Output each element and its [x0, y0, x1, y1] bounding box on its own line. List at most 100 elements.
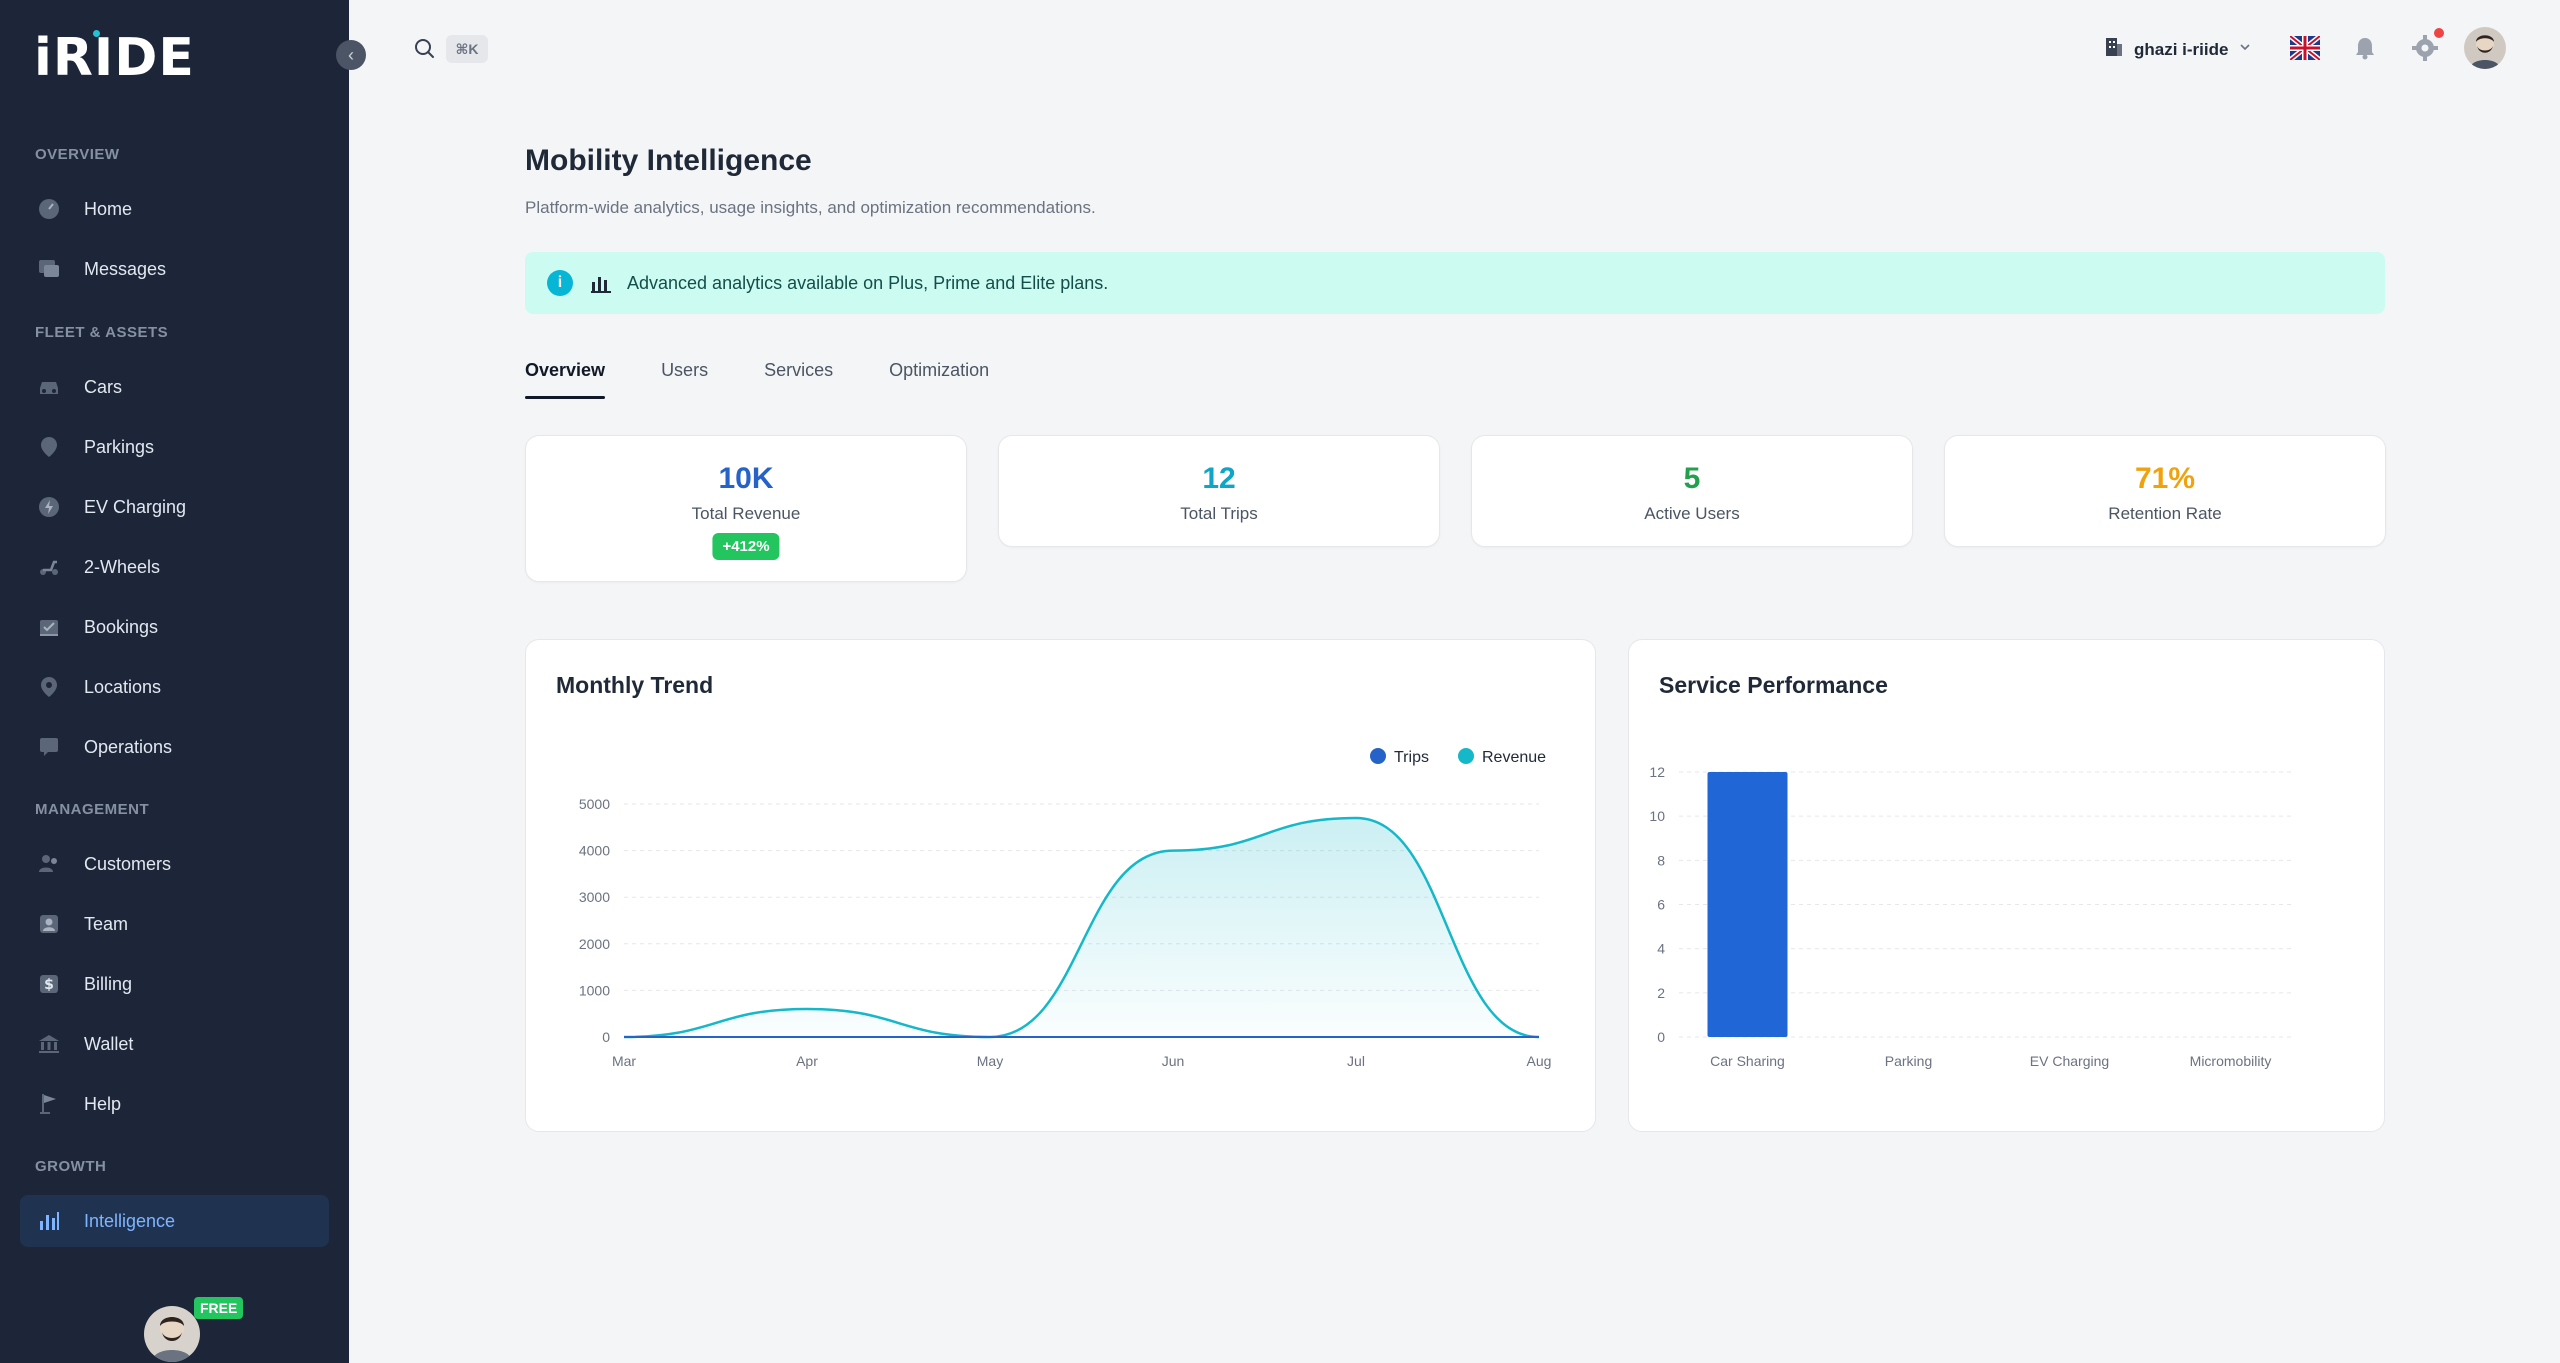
x-tick-label: May — [977, 1053, 1003, 1069]
sidebar-item-wallet[interactable]: Wallet — [20, 1018, 329, 1070]
tab-optimization[interactable]: Optimization — [889, 360, 990, 380]
bolt-icon — [36, 494, 62, 520]
y-tick-label: 2 — [1657, 985, 1665, 1001]
tabs: Overview Users Services Optimization — [525, 360, 1045, 399]
sidebar-item-label: Parkings — [84, 436, 155, 457]
stat-card-trips: 12 Total Trips — [998, 435, 1440, 547]
collapse-sidebar-button[interactable]: ‹ — [336, 40, 366, 70]
users-icon — [36, 851, 62, 877]
stat-card-retention: 71% Retention Rate — [1944, 435, 2386, 547]
sidebar: iRIDE OVERVIEW Home Messages FLEET & ASS… — [0, 0, 349, 1363]
building-icon — [2104, 36, 2124, 63]
sidebar-item-parkings[interactable]: Parkings — [20, 421, 329, 473]
bar — [1707, 772, 1788, 1037]
car-icon — [36, 374, 62, 400]
stat-label: Retention Rate — [2108, 504, 2222, 523]
logo-dot — [93, 30, 100, 37]
section-label-growth: GROWTH — [35, 1158, 107, 1175]
sidebar-item-2-wheels[interactable]: 2-Wheels — [20, 541, 329, 593]
legend-label: Trips — [1394, 749, 1429, 766]
tab-overview[interactable]: Overview — [525, 360, 606, 399]
bell-icon[interactable] — [2351, 34, 2379, 62]
chart-legend: Trips Revenue — [1370, 748, 1546, 766]
plan-badge: FREE — [194, 1297, 244, 1319]
sidebar-item-cars[interactable]: Cars — [20, 361, 329, 413]
service-performance-panel: Service Performance 0 2 4 6 8 10 12 Car Sharing… — [1628, 639, 2385, 1132]
sidebar-item-label: EV Charging — [84, 496, 187, 517]
sidebar-item-label: 2-Wheels — [84, 556, 161, 577]
avatar[interactable] — [144, 1306, 200, 1362]
sidebar-item-home[interactable]: Home — [20, 183, 329, 235]
banner-text: Advanced analytics available on Plus, Pr… — [627, 272, 1109, 293]
uk-flag-icon[interactable] — [2288, 34, 2322, 62]
y-tick-label: 0 — [1657, 1029, 1665, 1045]
service-performance-chart: 0 2 4 6 8 10 12 Car Sharing Parking EV Charging Mi… — [1649, 764, 2293, 1069]
sidebar-item-team[interactable]: Team — [20, 898, 329, 950]
section-label-fleet: FLEET & ASSETS — [35, 324, 169, 341]
y-tick-label: 10 — [1649, 808, 1665, 824]
operations-icon — [36, 734, 62, 760]
logo[interactable]: iRIDE — [34, 28, 194, 96]
x-tick-label: Car Sharing — [1710, 1053, 1785, 1069]
sidebar-item-customers[interactable]: Customers — [20, 838, 329, 890]
scooter-icon — [36, 554, 62, 580]
tab-users[interactable]: Users — [661, 360, 709, 380]
bar-chart-icon — [36, 1208, 62, 1234]
sidebar-item-ev-charging[interactable]: EV Charging — [20, 481, 329, 533]
messages-icon — [36, 256, 62, 282]
y-tick-label: 8 — [1657, 852, 1665, 868]
org-switcher[interactable]: ghazi i-riide — [2104, 36, 2252, 63]
legend-label: Revenue — [1482, 749, 1546, 766]
sidebar-item-label: Locations — [84, 676, 162, 697]
notification-dot — [2434, 28, 2444, 38]
sidebar-item-label: Operations — [84, 736, 173, 757]
x-tick-label: Jul — [1347, 1053, 1365, 1069]
y-tick-label: 5000 — [579, 796, 610, 812]
stat-card-revenue: 10K Total Revenue +412% — [525, 435, 967, 582]
logo-text: iRIDE — [34, 28, 195, 88]
search-icon[interactable] — [412, 36, 438, 62]
sidebar-item-label: Customers — [84, 853, 172, 874]
x-tick-label: Parking — [1885, 1053, 1932, 1069]
sidebar-item-label: Messages — [84, 258, 167, 279]
y-tick-label: 3000 — [579, 889, 610, 905]
x-tick-label: Apr — [796, 1053, 818, 1069]
bank-icon — [36, 1031, 62, 1057]
revenue-area — [624, 817, 1539, 1037]
svg-text:$: $ — [44, 977, 54, 993]
panel-title: Monthly Trend — [556, 672, 714, 698]
y-tick-label: 2000 — [579, 936, 610, 952]
pin-icon — [36, 434, 62, 460]
team-icon — [36, 911, 62, 937]
search-shortcut: ⌘K — [446, 35, 488, 63]
monthly-trend-panel: Monthly Trend 0 1000 2000 3000 4000 5000 Mar Ap… — [525, 639, 1596, 1132]
legend-marker — [1458, 748, 1474, 764]
bar-chart-icon — [589, 271, 613, 295]
y-tick-label: 1000 — [579, 982, 610, 998]
gear-icon[interactable] — [2411, 34, 2439, 62]
upgrade-banner: i Advanced analytics available on Plus, … — [525, 252, 2385, 314]
sidebar-item-locations[interactable]: Locations — [20, 661, 329, 713]
sidebar-item-bookings[interactable]: Bookings — [20, 601, 329, 653]
gauge-icon — [36, 196, 62, 222]
sidebar-item-intelligence[interactable]: Intelligence — [20, 1195, 329, 1247]
sidebar-item-billing[interactable]: $ Billing — [20, 958, 329, 1010]
info-icon: i — [547, 270, 573, 296]
stat-label: Total Revenue — [691, 504, 801, 523]
y-tick-label: 4000 — [579, 843, 610, 859]
sidebar-item-messages[interactable]: Messages — [20, 243, 329, 295]
monthly-trend-chart: 0 1000 2000 3000 4000 5000 Mar Apr May Jun Jul Aug T… — [579, 748, 1551, 1069]
y-tick-label: 6 — [1657, 897, 1665, 913]
sidebar-item-help[interactable]: Help — [20, 1078, 329, 1130]
org-name: ghazi i-riide — [2134, 39, 2229, 59]
x-tick-label: Mar — [612, 1053, 636, 1069]
sidebar-item-operations[interactable]: Operations — [20, 721, 329, 773]
sidebar-item-label: Bookings — [84, 616, 159, 637]
sidebar-item-label: Billing — [84, 973, 133, 994]
user-avatar[interactable] — [2464, 27, 2506, 69]
tab-services[interactable]: Services — [764, 360, 834, 380]
y-tick-label: 4 — [1657, 941, 1665, 957]
y-tick-label: 0 — [602, 1029, 610, 1045]
dollar-icon: $ — [36, 971, 62, 997]
stat-value: 5 — [1683, 462, 1701, 495]
